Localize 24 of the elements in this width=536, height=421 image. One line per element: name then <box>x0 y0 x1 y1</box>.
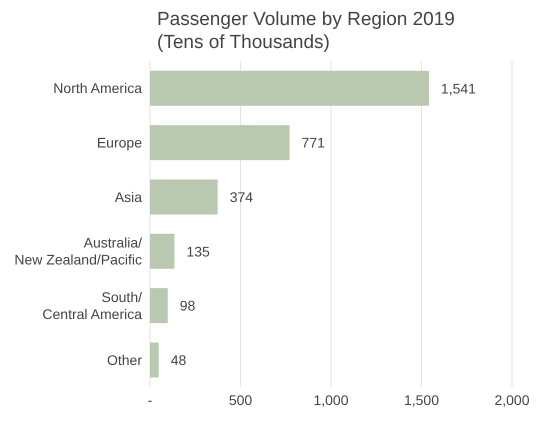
data-label: 98 <box>180 298 196 314</box>
y-tick-label: Australia/ New Zealand/Pacific <box>14 234 142 268</box>
x-tick-label: 500 <box>228 392 252 408</box>
data-label: 771 <box>302 134 326 151</box>
y-tick-label: Europe <box>96 134 142 150</box>
y-tick-label: North America <box>53 80 142 96</box>
y-tick-label: South/ Central America <box>42 289 142 322</box>
bar <box>150 234 174 269</box>
x-tick-label: 1,000 <box>313 392 349 408</box>
bar <box>150 288 168 324</box>
bar <box>150 342 159 378</box>
x-tick-label: 1,500 <box>404 392 440 408</box>
data-label: 374 <box>230 188 254 205</box>
bar <box>150 70 429 106</box>
bar <box>150 179 218 214</box>
data-label: 135 <box>186 243 210 260</box>
x-tick-label: - <box>148 392 153 408</box>
data-label: 1,541 <box>440 80 476 96</box>
data-label: 48 <box>170 352 186 368</box>
x-tick-label: 2,000 <box>494 392 530 408</box>
y-tick-label: Other <box>106 352 142 368</box>
bar <box>150 125 290 160</box>
y-tick-label: Asia <box>114 188 142 205</box>
chart-title: Passenger Volume by Region 2019 (Tens of Thousands) <box>156 8 456 55</box>
